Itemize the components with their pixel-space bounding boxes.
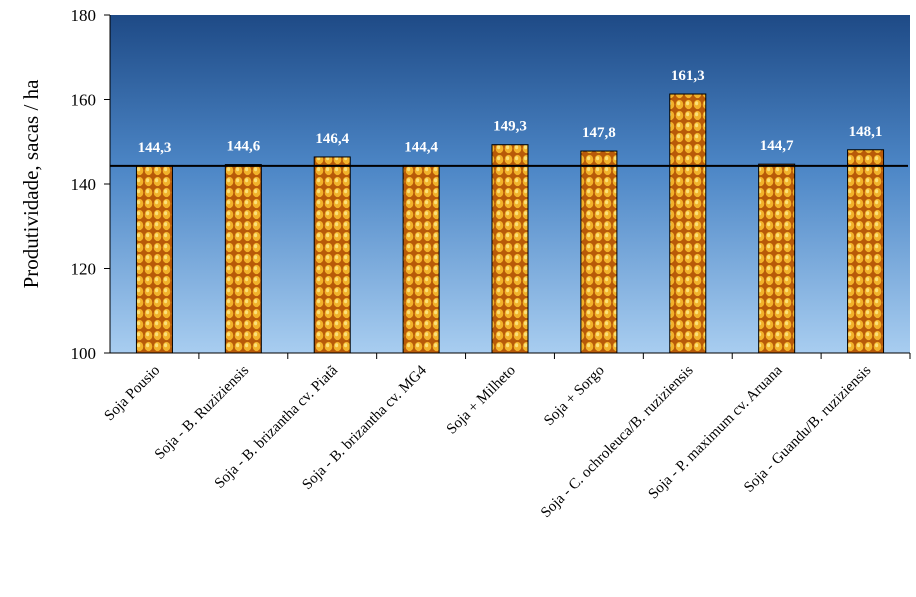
value-label: 161,3 [671, 68, 705, 84]
bar [580, 150, 618, 354]
value-label: 147,8 [582, 125, 616, 141]
value-label: 149,3 [493, 119, 527, 135]
value-label: 144,3 [138, 140, 172, 156]
bar [758, 163, 796, 354]
bar [402, 164, 440, 354]
x-tick-label: Soja - B. Ruziziensis [152, 362, 252, 462]
bar [491, 144, 529, 354]
value-label: 144,4 [404, 139, 438, 155]
value-label: 148,1 [849, 124, 883, 140]
value-label: 146,4 [315, 131, 349, 147]
x-tick-label: Soja + Milheto [444, 363, 519, 438]
x-tick-label: Soja + Sorgo [541, 363, 608, 430]
y-tick-label: 160 [71, 91, 97, 110]
bar [135, 165, 173, 354]
value-label: 144,6 [226, 139, 260, 155]
bar [847, 149, 885, 354]
y-tick-label: 120 [71, 260, 97, 279]
y-axis-label: Produtividade, sacas / ha [19, 79, 43, 288]
y-tick-label: 180 [71, 6, 97, 25]
bar [669, 93, 707, 354]
y-tick-label: 100 [71, 344, 97, 363]
x-tick-label: Soja - C. ochroleuca/B. ruziziensis [538, 362, 697, 521]
value-label: 144,7 [760, 138, 794, 154]
bar [224, 164, 262, 354]
y-tick-label: 140 [71, 175, 97, 194]
x-tick-label: Soja Pousio [102, 363, 164, 425]
bar [313, 156, 351, 354]
